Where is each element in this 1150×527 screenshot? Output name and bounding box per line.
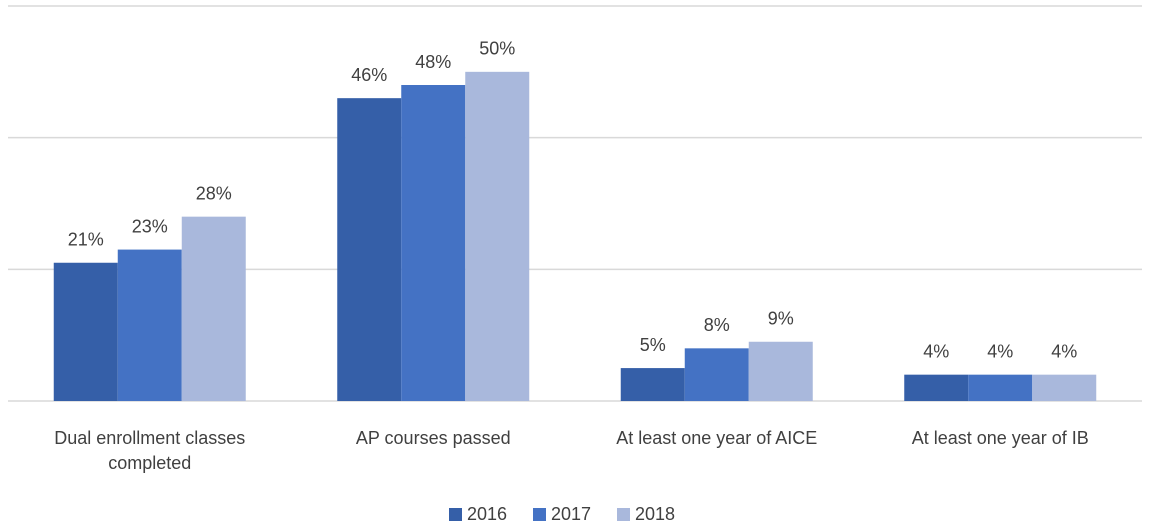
x-tick-label: AP courses passed xyxy=(355,428,511,448)
data-label: 21% xyxy=(68,230,104,250)
legend-label: 2018 xyxy=(635,504,675,524)
bar xyxy=(684,348,749,401)
data-label: 4% xyxy=(923,341,949,361)
data-label: 4% xyxy=(1051,341,1077,361)
legend-swatch xyxy=(449,508,462,521)
bar xyxy=(748,341,813,401)
data-label: 9% xyxy=(768,309,794,329)
bar xyxy=(620,368,685,401)
data-label: 50% xyxy=(479,39,515,59)
bar xyxy=(53,262,118,401)
legend-swatch xyxy=(533,508,546,521)
bar xyxy=(337,98,402,402)
x-tick-label: At least one year of IB xyxy=(911,428,1089,448)
data-label: 8% xyxy=(704,315,730,335)
legend-label: 2017 xyxy=(551,504,591,524)
bar xyxy=(968,374,1033,401)
data-label: 48% xyxy=(415,52,451,72)
bar xyxy=(401,85,466,401)
bar xyxy=(117,249,182,401)
data-label: 5% xyxy=(640,335,666,355)
bar xyxy=(181,216,246,401)
bar xyxy=(1032,374,1097,401)
legend-swatch xyxy=(617,508,630,521)
bar xyxy=(904,374,969,401)
data-label: 46% xyxy=(351,65,387,85)
x-tick-label: At least one year of AICE xyxy=(616,428,818,448)
data-label: 4% xyxy=(987,341,1013,361)
bar xyxy=(465,71,530,401)
legend-label: 2016 xyxy=(467,504,507,524)
data-label: 28% xyxy=(196,183,232,203)
x-tick-label: Dual enrollment classes completed xyxy=(54,428,246,473)
data-label: 23% xyxy=(132,216,168,236)
